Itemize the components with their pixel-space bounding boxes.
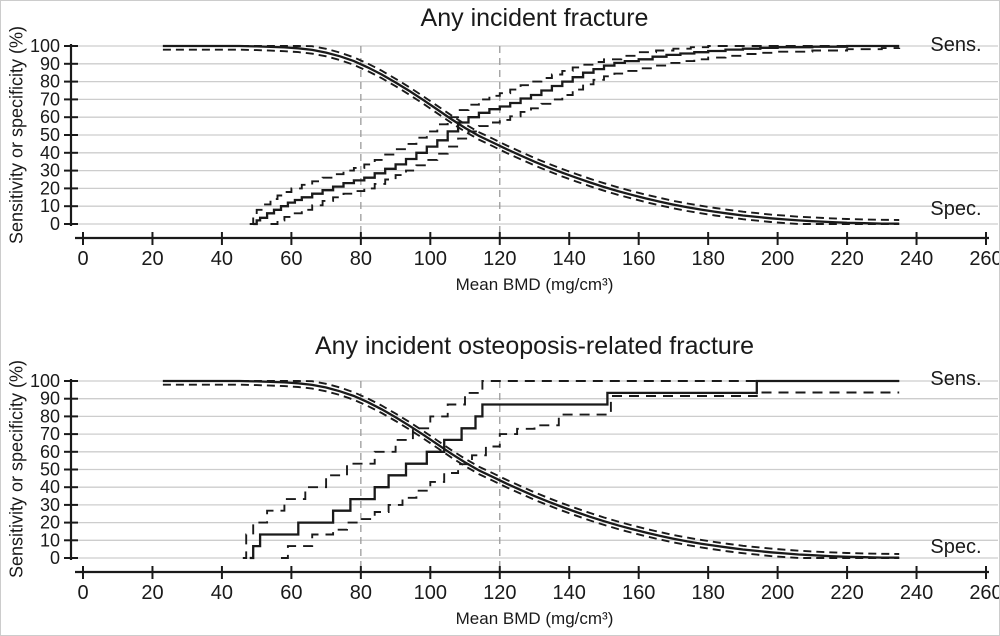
panel2-x-tick-label-220: 220 xyxy=(830,582,863,604)
panel2-x-tick-label-240: 240 xyxy=(900,582,933,604)
panel2-x-tick-label-60: 60 xyxy=(280,582,302,604)
panel1-y-tick-label-100: 100 xyxy=(30,36,60,56)
panel1-x-tick-label-240: 240 xyxy=(900,248,933,270)
panel1-y-tick-label-0: 0 xyxy=(50,214,60,234)
panel1-y-tick-label-40: 40 xyxy=(40,143,60,163)
panel2-y-tick-label-10: 10 xyxy=(40,530,60,550)
panel1-x-tick-label-0: 0 xyxy=(77,248,88,270)
panel1-x-tick-label-40: 40 xyxy=(211,248,233,270)
panel2-x-tick-label-160: 160 xyxy=(622,582,655,604)
panel2-y-tick-label-40: 40 xyxy=(40,477,60,497)
panel2-x-tick-label-260: 260 xyxy=(969,582,1000,604)
panel1-y-tick-label-50: 50 xyxy=(40,125,60,145)
panel2-y-tick-label-60: 60 xyxy=(40,442,60,462)
panel1-x-tick-label-100: 100 xyxy=(414,248,447,270)
panel1-y-tick-label-60: 60 xyxy=(40,107,60,127)
panel2-sensitivity-lower-95-ci-curve xyxy=(281,391,900,559)
panel2-y-tick-label-80: 80 xyxy=(40,406,60,426)
panel1-title: Any incident fracture xyxy=(420,4,649,32)
panel1-x-tick-label-20: 20 xyxy=(141,248,163,270)
panel1-x-tick-label-180: 180 xyxy=(691,248,724,270)
panel2-x-tick-label-180: 180 xyxy=(691,582,724,604)
panel2-specificity-label: Spec. xyxy=(930,536,982,558)
panel2-x-tick-label-200: 200 xyxy=(761,582,794,604)
panel2-x-tick-label-100: 100 xyxy=(414,582,447,604)
panel1-x-tick-label-160: 160 xyxy=(622,248,655,270)
panel1-y-tick-label-10: 10 xyxy=(40,196,60,216)
panel1-x-tick-label-120: 120 xyxy=(483,248,516,270)
panel2-title: Any incident osteoposis-related fracture xyxy=(314,332,755,360)
panel1-x-tick-label-260: 260 xyxy=(969,248,1000,270)
panel2-x-tick-label-40: 40 xyxy=(211,582,233,604)
panel1-sensitivity-label: Sens. xyxy=(930,34,982,56)
panel1-sensitivity-curve xyxy=(253,44,900,226)
panel2-sensitivity-label: Sens. xyxy=(930,368,982,390)
panel1-y-tick-label-90: 90 xyxy=(40,54,60,74)
panel2-x-tick-label-0: 0 xyxy=(77,582,88,604)
panel2-sensitivity-curve xyxy=(249,379,900,560)
panel1-specificity-curve xyxy=(162,44,900,225)
panel1-x-tick-label-200: 200 xyxy=(761,248,794,270)
panel2-y-tick-label-50: 50 xyxy=(40,460,60,480)
panel2-y-tick-label-70: 70 xyxy=(40,424,60,444)
panel1-specificity-upper-95-ci-curve xyxy=(162,45,900,221)
panel2-x-axis-title: Mean BMD (mg/cm³) xyxy=(455,609,614,628)
panel1-x-tick-label-80: 80 xyxy=(350,248,372,270)
panel1-y-tick-label-30: 30 xyxy=(40,161,60,181)
panel2-y-tick-label-20: 20 xyxy=(40,513,60,533)
panel2-y-tick-label-30: 30 xyxy=(40,495,60,515)
panel2-x-tick-label-20: 20 xyxy=(141,582,163,604)
panel2-x-tick-label-140: 140 xyxy=(553,582,586,604)
panel2-y-axis-title: Sensitivity or specificity (%) xyxy=(6,359,27,579)
panel1-specificity-label: Spec. xyxy=(930,198,982,220)
panel1-y-tick-label-70: 70 xyxy=(40,89,60,109)
panel1-x-tick-label-60: 60 xyxy=(280,248,302,270)
panel1-y-tick-label-80: 80 xyxy=(40,72,60,92)
panel2-y-tick-label-0: 0 xyxy=(50,548,60,568)
panel2-y-tick-label-100: 100 xyxy=(30,371,60,391)
panel2-specificity-curve xyxy=(162,379,900,559)
panel2-x-tick-label-120: 120 xyxy=(483,582,516,604)
panel1-y-axis-title: Sensitivity or specificity (%) xyxy=(6,25,27,245)
panel2-specificity-lower-95-ci-curve xyxy=(162,383,900,559)
panel1-x-axis-title: Mean BMD (mg/cm³) xyxy=(455,275,614,294)
panel2-x-tick-label-80: 80 xyxy=(350,582,372,604)
panel2-specificity-upper-95-ci-curve xyxy=(162,380,900,555)
panel1-x-tick-label-140: 140 xyxy=(553,248,586,270)
panel2-y-tick-label-90: 90 xyxy=(40,389,60,409)
panel2-sensitivity-upper-95-ci-curve xyxy=(242,380,900,559)
panel1-x-tick-label-220: 220 xyxy=(830,248,863,270)
panel1-y-tick-label-20: 20 xyxy=(40,178,60,198)
panel1-sensitivity-lower-95-ci-curve xyxy=(270,47,901,225)
panel1-sensitivity-upper-95-ci-curve xyxy=(249,45,900,225)
panel1-specificity-lower-95-ci-curve xyxy=(162,48,900,225)
